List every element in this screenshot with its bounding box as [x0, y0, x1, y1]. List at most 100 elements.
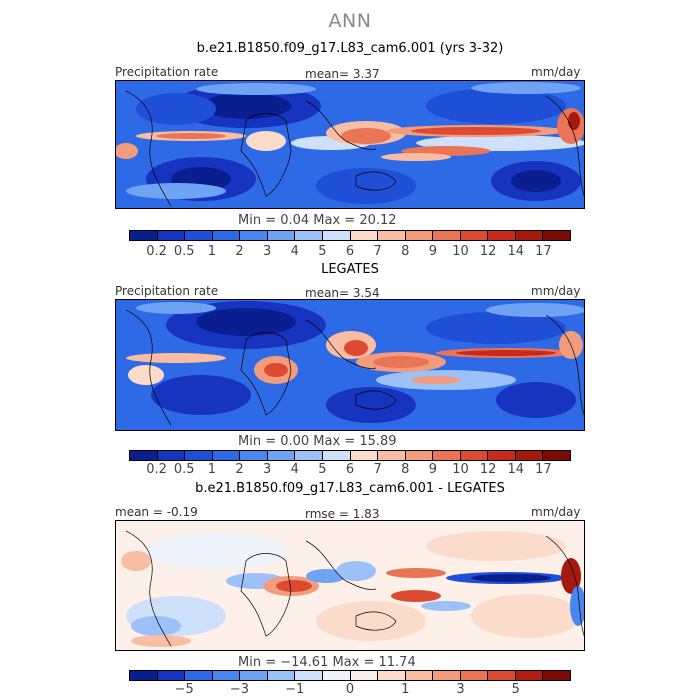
colorbar-swatch: [267, 231, 296, 240]
panel-2-colorbar-ticks: 0.2 0.5 1 2 3 4 5 6 7 8 9 10 12 14 17: [129, 462, 571, 478]
panel-1-min-max: Min = 0.04 Max = 20.12: [238, 213, 397, 228]
colorbar-tick-label: 7: [373, 244, 382, 259]
colorbar-swatch: [543, 671, 570, 680]
panel-3-mean-label: mean = -0.19: [115, 505, 198, 519]
colorbar-swatch: [543, 231, 570, 240]
panel-2-precip-field: [116, 300, 584, 430]
colorbar-swatch: [157, 671, 186, 680]
colorbar-tick-label: 3: [262, 244, 272, 259]
panel-3-title: b.e21.B1850.f09_g17.L83_cam6.001 - LEGAT…: [195, 481, 505, 496]
panel-1-title: b.e21.B1850.f09_g17.L83_cam6.001 (yrs 3-…: [196, 41, 504, 56]
panel-3-rmse-label: rmse = 1.83: [305, 507, 380, 521]
colorbar-swatch: [240, 231, 268, 240]
colorbar-tick-label: 10: [452, 462, 469, 477]
panel-1-colorbar-ticks: 0.2 0.5 1 2 3 4 5 6 7 8 9 10 12 14 17: [129, 244, 571, 260]
colorbar-swatch: [267, 671, 296, 680]
colorbar-swatch: [405, 671, 434, 680]
colorbar-swatch: [488, 231, 516, 240]
colorbar-tick-label: −3: [229, 682, 250, 697]
colorbar-swatch: [378, 671, 406, 680]
colorbar-tick-label: 0.5: [173, 462, 195, 477]
panel-2-colorbar: [129, 450, 571, 461]
colorbar-swatch: [157, 231, 186, 240]
colorbar-swatch: [515, 671, 544, 680]
colorbar-tick-label: 9: [428, 462, 438, 477]
panel-2-mean-label: mean= 3.54: [305, 286, 380, 300]
colorbar-tick-label: 4: [290, 462, 299, 477]
colorbar-tick-label: 6: [345, 462, 355, 477]
colorbar-tick-label: 10: [452, 244, 469, 259]
colorbar-swatch: [350, 231, 379, 240]
colorbar-tick-label: 1: [401, 682, 410, 697]
colorbar-tick-label: 8: [401, 462, 410, 477]
colorbar-swatch: [378, 231, 406, 240]
colorbar-tick-label: 5: [318, 244, 327, 259]
colorbar-tick-label: −5: [174, 682, 194, 697]
colorbar-swatch: [515, 451, 544, 460]
colorbar-swatch: [543, 451, 570, 460]
colorbar-tick-label: 12: [479, 462, 497, 477]
colorbar-swatch: [488, 671, 516, 680]
colorbar-swatch: [295, 231, 323, 240]
colorbar-tick-label: 5: [318, 462, 327, 477]
colorbar-tick-label: 2: [235, 244, 244, 259]
colorbar-swatch: [350, 671, 379, 680]
panel-1-mean-label: mean= 3.37: [305, 67, 380, 81]
colorbar-swatch: [433, 451, 461, 460]
colorbar-tick-label: 7: [373, 462, 382, 477]
colorbar-swatch: [322, 451, 351, 460]
colorbar-swatch: [157, 451, 186, 460]
colorbar-tick-label: 0.2: [146, 462, 167, 477]
colorbar-swatch: [240, 671, 268, 680]
colorbar-swatch: [322, 231, 351, 240]
panel-3-colorbar: [129, 670, 571, 681]
colorbar-swatch: [130, 231, 158, 240]
panel-2-map: [115, 299, 585, 431]
colorbar-swatch: [405, 231, 434, 240]
panel-3-colorbar-ticks: −5 −3 −1 0 1 3 5: [129, 682, 571, 698]
colorbar-swatch: [185, 231, 213, 240]
panel-2-left-label: Precipitation rate: [115, 284, 219, 298]
colorbar-tick-label: 6: [345, 244, 355, 259]
colorbar-tick-label: 0.5: [173, 244, 195, 259]
panel-1-units-label: mm/day: [531, 65, 581, 79]
colorbar-swatch: [295, 451, 323, 460]
colorbar-tick-label: 12: [479, 244, 497, 259]
panel-2-min-max: Min = 0.00 Max = 15.89: [238, 434, 397, 449]
colorbar-tick-label: 0.2: [146, 244, 167, 259]
colorbar-swatch: [460, 671, 489, 680]
colorbar-swatch: [130, 451, 158, 460]
colorbar-tick-label: 1: [207, 462, 217, 477]
colorbar-tick-label: 5: [511, 682, 520, 697]
panel-2-title: LEGATES: [321, 262, 379, 277]
figure-supertitle: ANN: [328, 10, 372, 32]
panel-3-difference-field: [116, 521, 584, 650]
colorbar-swatch: [405, 451, 434, 460]
colorbar-swatch: [185, 451, 213, 460]
colorbar-tick-label: 3: [262, 462, 272, 477]
panel-2-units-label: mm/day: [531, 284, 581, 298]
colorbar-swatch: [212, 671, 241, 680]
colorbar-swatch: [212, 451, 241, 460]
colorbar-swatch: [378, 451, 406, 460]
panel-1-map: [115, 80, 585, 209]
colorbar-swatch: [488, 451, 516, 460]
colorbar-swatch: [267, 451, 296, 460]
colorbar-swatch: [322, 671, 351, 680]
panel-3-min-max: Min = −14.61 Max = 11.74: [238, 655, 416, 670]
colorbar-tick-label: 17: [535, 462, 552, 477]
panel-1-precip-field: [116, 81, 584, 208]
colorbar-tick-label: 8: [401, 244, 410, 259]
colorbar-swatch: [185, 671, 213, 680]
panel-3-map: [115, 520, 585, 651]
colorbar-swatch: [460, 231, 489, 240]
colorbar-swatch: [350, 451, 379, 460]
colorbar-tick-label: 0: [345, 682, 355, 697]
colorbar-tick-label: 4: [290, 244, 299, 259]
colorbar-tick-label: 14: [507, 244, 525, 259]
colorbar-tick-label: 2: [235, 462, 244, 477]
colorbar-tick-label: 9: [428, 244, 438, 259]
panel-3-units-label: mm/day: [531, 505, 581, 519]
colorbar-swatch: [130, 671, 158, 680]
colorbar-tick-label: 1: [207, 244, 217, 259]
